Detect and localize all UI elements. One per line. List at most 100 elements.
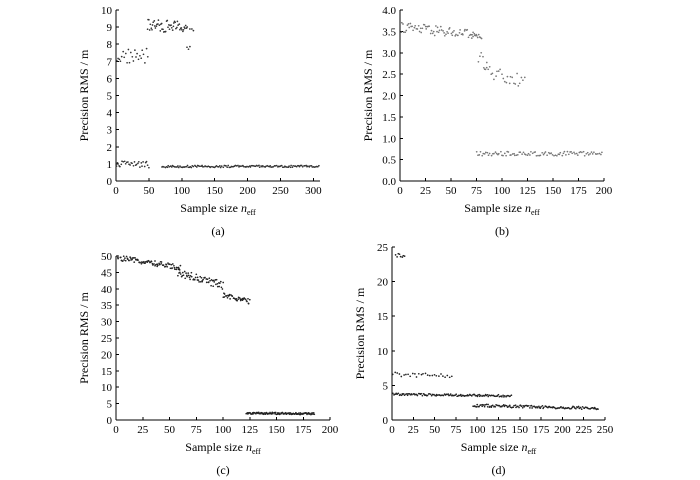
scatter-point xyxy=(170,24,172,26)
scatter-point xyxy=(477,33,480,36)
y-tick-label: 35 xyxy=(101,300,113,312)
scatter-point xyxy=(271,412,274,415)
scatter-point xyxy=(174,21,177,24)
scatter-point xyxy=(505,81,508,84)
scatter-point xyxy=(589,153,591,155)
scatter-point xyxy=(291,166,294,169)
scatter-point xyxy=(447,32,449,35)
scatter-point xyxy=(284,411,287,414)
scatter-point xyxy=(316,165,319,168)
scatter-point xyxy=(312,411,315,414)
scatter-point xyxy=(406,394,409,397)
scatter-point xyxy=(454,35,457,37)
scatter-point xyxy=(479,55,481,58)
scatter-point xyxy=(142,161,144,163)
scatter-point xyxy=(537,154,539,157)
scatter-point xyxy=(166,166,169,169)
scatter-point xyxy=(488,152,491,155)
scatter-point xyxy=(493,78,495,81)
scatter-point xyxy=(198,281,200,283)
scatter-point xyxy=(451,31,454,33)
scatter-point xyxy=(502,154,504,157)
scatter-point xyxy=(221,288,224,290)
scatter-point xyxy=(225,165,227,167)
scatter-point xyxy=(440,29,443,31)
x-tick-label: 50 xyxy=(446,185,458,197)
scatter-point xyxy=(518,82,521,85)
scatter-point xyxy=(218,165,221,167)
scatter-point xyxy=(400,31,403,34)
scatter-point xyxy=(491,72,494,75)
scatter-point xyxy=(148,29,151,31)
scatter-point xyxy=(173,266,176,269)
y-tick-label: 30 xyxy=(101,317,113,329)
scatter-point xyxy=(120,163,123,166)
scatter-point xyxy=(477,154,479,157)
scatter-point xyxy=(535,406,537,409)
y-tick-label: 0.0 xyxy=(382,176,396,188)
scatter-point xyxy=(158,24,161,27)
scatter-point xyxy=(187,48,190,51)
scatter-point xyxy=(274,165,277,167)
x-tick-label: 75 xyxy=(450,424,462,436)
x-axis-label-variable: n xyxy=(525,201,531,215)
scatter-point xyxy=(252,413,254,415)
scatter-point xyxy=(189,45,191,48)
scatter-point xyxy=(448,376,451,379)
scatter-point xyxy=(151,262,154,265)
y-tick-label: 40 xyxy=(101,284,113,296)
scatter-point xyxy=(529,154,531,156)
scatter-point xyxy=(417,372,420,375)
scatter-point xyxy=(553,154,555,157)
scatter-point xyxy=(160,262,163,265)
scatter-point xyxy=(217,166,220,168)
scatter-point xyxy=(175,27,177,30)
scatter-point xyxy=(184,277,187,280)
scatter-point xyxy=(483,395,486,397)
scatter-point xyxy=(189,278,191,281)
scatter-point xyxy=(562,152,565,155)
scatter-point xyxy=(122,50,125,53)
scatter-point xyxy=(424,372,427,375)
scatter-point xyxy=(137,160,140,163)
scatter-point xyxy=(280,164,283,167)
scatter-point xyxy=(472,35,474,38)
scatter-point xyxy=(419,27,422,30)
scatter-point xyxy=(119,165,121,168)
y-tick-label: 2.0 xyxy=(382,91,396,103)
scatter-point xyxy=(484,68,487,71)
scatter-point xyxy=(295,165,298,168)
x-tick-label: 300 xyxy=(305,185,322,197)
scatter-point xyxy=(141,49,144,52)
scatter-point xyxy=(163,166,165,168)
scatter-point xyxy=(201,279,204,282)
scatter-point xyxy=(175,268,178,271)
scatter-point xyxy=(431,32,434,35)
scatter-point xyxy=(121,260,124,262)
scatter-point xyxy=(116,255,119,257)
y-tick-label: 15 xyxy=(377,311,389,323)
scatter-point xyxy=(146,261,149,263)
scatter-point xyxy=(177,266,180,269)
y-tick-label: 50 xyxy=(101,251,113,263)
scatter-point xyxy=(184,27,186,30)
scatter-point xyxy=(480,51,483,54)
x-tick-label: 125 xyxy=(490,424,507,436)
scatter-point xyxy=(176,20,179,23)
x-axis-label-variable: n xyxy=(521,440,527,454)
scatter-point xyxy=(197,279,200,281)
scatter-point xyxy=(546,154,548,157)
scatter-point xyxy=(582,150,585,153)
scatter-point xyxy=(272,165,275,168)
scatter-point xyxy=(514,83,517,85)
scatter-point xyxy=(237,298,240,300)
scatter-point xyxy=(406,24,409,26)
scatter-point xyxy=(281,166,284,169)
panel-caption: (a) xyxy=(211,224,224,238)
scatter-point xyxy=(132,60,135,62)
scatter-point xyxy=(459,393,462,396)
x-axis-label: Sample size neff xyxy=(461,440,537,456)
x-tick-label: 25 xyxy=(137,424,149,436)
y-tick-label: 7 xyxy=(107,56,113,68)
scatter-point xyxy=(500,150,502,153)
